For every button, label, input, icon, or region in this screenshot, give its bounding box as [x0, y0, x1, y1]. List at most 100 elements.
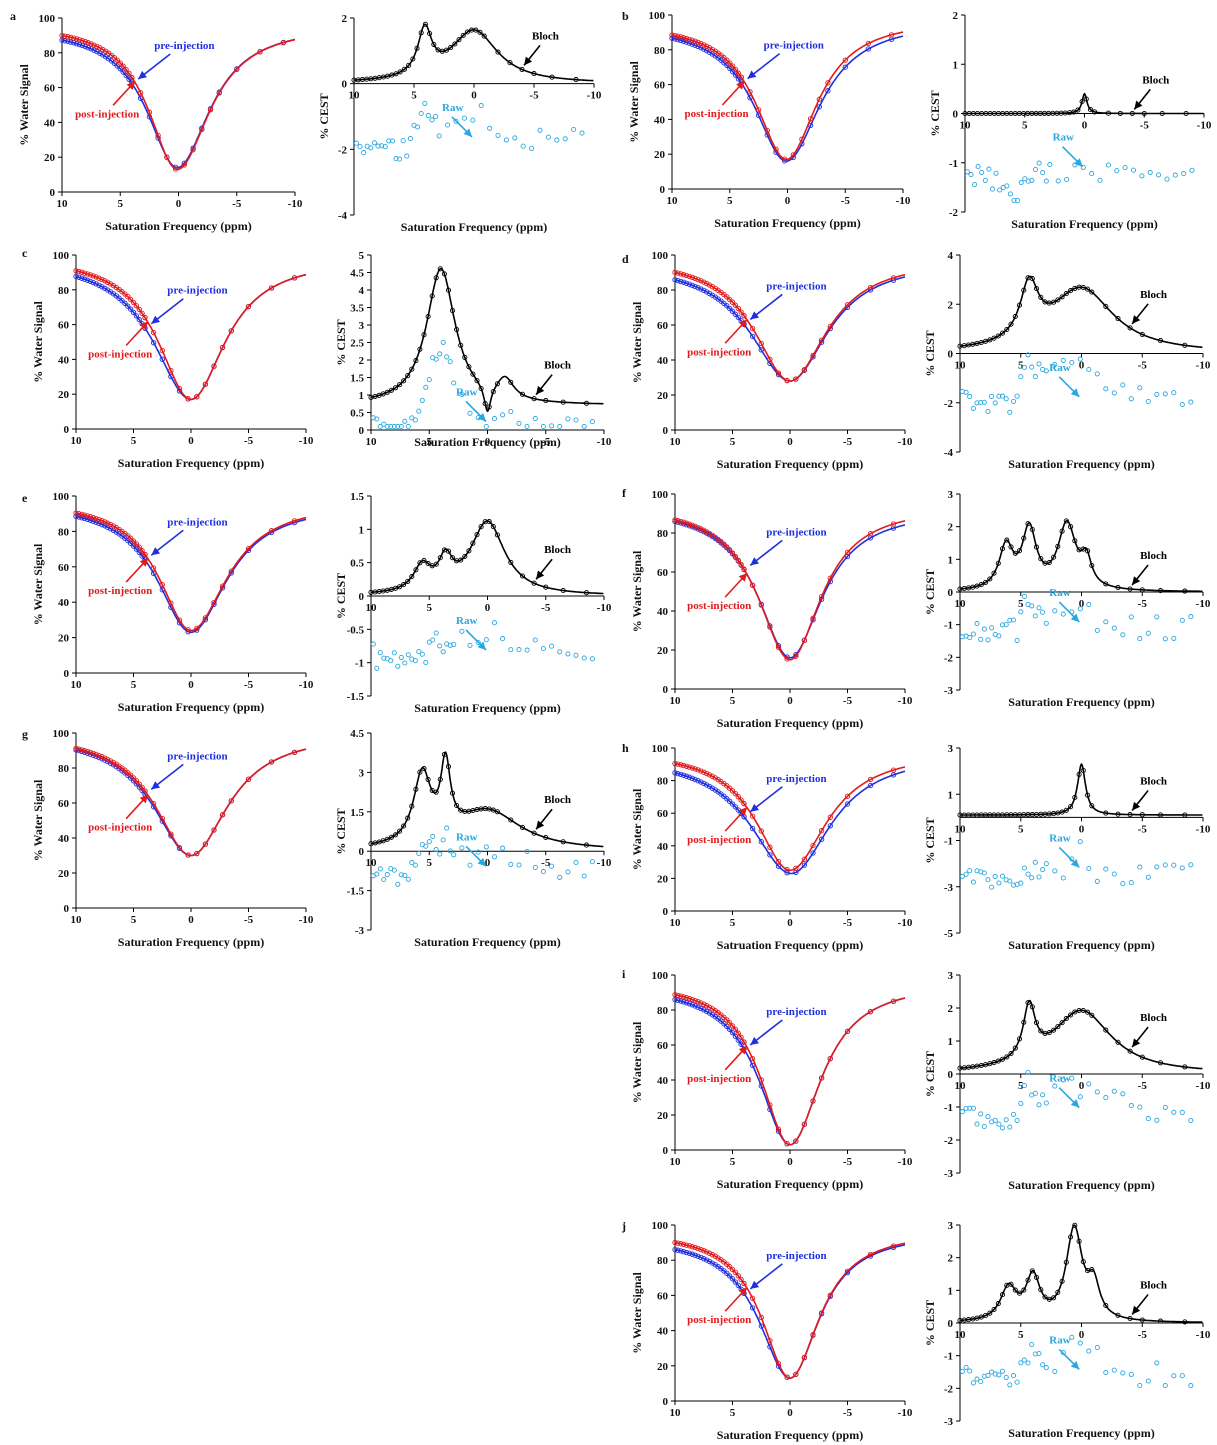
raw-point	[500, 636, 506, 642]
post-injection-point	[76, 37, 83, 43]
y-tick-label: 60	[44, 83, 56, 95]
raw-point	[1018, 374, 1024, 380]
raw-point	[1018, 1100, 1024, 1106]
bloch-point	[583, 842, 590, 848]
pre-injection-point	[672, 36, 678, 42]
raw-point	[1010, 617, 1017, 623]
post-injection-point	[784, 1141, 790, 1147]
raw-point	[989, 625, 995, 631]
raw-point	[1137, 636, 1143, 642]
raw-point	[964, 169, 970, 175]
bloch-point	[560, 587, 566, 594]
bloch-point	[1068, 1234, 1074, 1240]
raw-point	[1069, 359, 1075, 366]
bloch-point	[486, 404, 492, 410]
post-injection-point	[816, 96, 822, 102]
bloch-point	[1089, 289, 1095, 295]
y-tick-label: -2	[944, 1383, 954, 1395]
raw-point	[1040, 1092, 1046, 1098]
post-injection-point	[127, 535, 134, 541]
post-injection-point	[784, 1374, 790, 1380]
bloch-point	[987, 337, 993, 343]
raw-point	[1171, 862, 1177, 868]
raw-point	[483, 423, 489, 430]
y-tick-label: 1.5	[350, 807, 364, 819]
y-tick-label: 0	[50, 187, 56, 199]
post-injection-point	[130, 775, 137, 781]
y-tick-label: 20	[657, 1110, 669, 1122]
bloch-point	[1055, 297, 1061, 303]
x-tick-label: 5	[730, 1156, 736, 1168]
x-tick-label: 5	[1018, 1080, 1024, 1092]
raw-point	[963, 1364, 969, 1370]
y-tick-label: 2	[359, 355, 365, 367]
post-injection-point	[703, 1003, 710, 1009]
raw-point	[1022, 176, 1028, 182]
post-injection-arrow	[112, 80, 136, 106]
bloch-point	[1021, 535, 1027, 541]
pre-injection-point	[724, 1023, 730, 1030]
post-injection-point	[701, 769, 707, 775]
x-tick-label: 0	[1082, 120, 1088, 132]
raw-point	[532, 416, 538, 422]
bloch-point	[413, 567, 419, 573]
raw-point	[1111, 390, 1117, 396]
raw-point	[1060, 1350, 1066, 1356]
raw-point	[1179, 401, 1185, 408]
bloch-point	[1080, 1007, 1086, 1014]
y-tick-label: 40	[657, 606, 669, 618]
bloch-point	[1063, 1259, 1069, 1265]
y-tick-label: 5	[359, 250, 365, 262]
post-injection-point	[698, 768, 704, 774]
pre-injection-point	[735, 1037, 741, 1043]
bloch-point	[421, 558, 427, 564]
raw-point	[1120, 881, 1126, 887]
bloch-point	[454, 327, 460, 333]
bloch-point	[1129, 110, 1135, 116]
y-tick-label: 0.5	[350, 408, 364, 420]
post-injection-point	[689, 765, 695, 771]
raw-point	[573, 859, 579, 866]
bloch-point	[460, 32, 466, 39]
raw-label: Raw	[1049, 832, 1070, 844]
raw-point	[426, 639, 432, 645]
raw-point	[985, 1372, 991, 1378]
post-injection-point	[801, 856, 808, 862]
post-injection-point	[686, 521, 693, 527]
bloch-point	[1038, 1028, 1044, 1034]
y-axis-title: % Water Signal	[630, 788, 644, 870]
raw-point	[1014, 637, 1020, 643]
panel-h: 0 20 40 60 80 100 10 5 0 -5 -10 Satruation Frequenc…	[622, 741, 913, 952]
post-injection-point	[211, 827, 217, 833]
bloch-point	[414, 45, 420, 51]
raw-point	[483, 844, 489, 850]
post-injection-point	[695, 1245, 701, 1252]
bloch-point	[1042, 1294, 1048, 1300]
raw-point	[996, 880, 1002, 886]
raw-arrow	[451, 116, 473, 138]
raw-point	[391, 423, 397, 430]
x-axis-title: Saturation Frequency (ppm)	[717, 457, 863, 471]
bloch-point	[466, 364, 472, 370]
raw-point	[382, 144, 388, 150]
bloch-point	[1033, 1020, 1040, 1026]
post-injection-arrow	[125, 557, 149, 583]
raw-point	[416, 850, 422, 857]
bloch-point	[1182, 342, 1188, 348]
bloch-label: Bloch	[1140, 1280, 1167, 1292]
post-injection-label: post-injection	[88, 585, 152, 597]
x-tick-label: -5	[843, 917, 853, 929]
raw-point	[1052, 868, 1058, 874]
raw-point	[1103, 866, 1109, 872]
post-injection-point	[890, 275, 897, 281]
bloch-point	[1080, 546, 1086, 552]
post-injection-point	[695, 999, 701, 1005]
post-injection-point	[104, 756, 111, 763]
bloch-point	[1029, 1268, 1035, 1274]
raw-point	[579, 130, 585, 136]
raw-point	[1003, 621, 1009, 628]
y-axis-title: % CEST	[334, 573, 348, 619]
raw-point	[405, 652, 411, 658]
bloch-point	[1157, 812, 1164, 818]
y-tick-label: 100	[53, 491, 70, 503]
